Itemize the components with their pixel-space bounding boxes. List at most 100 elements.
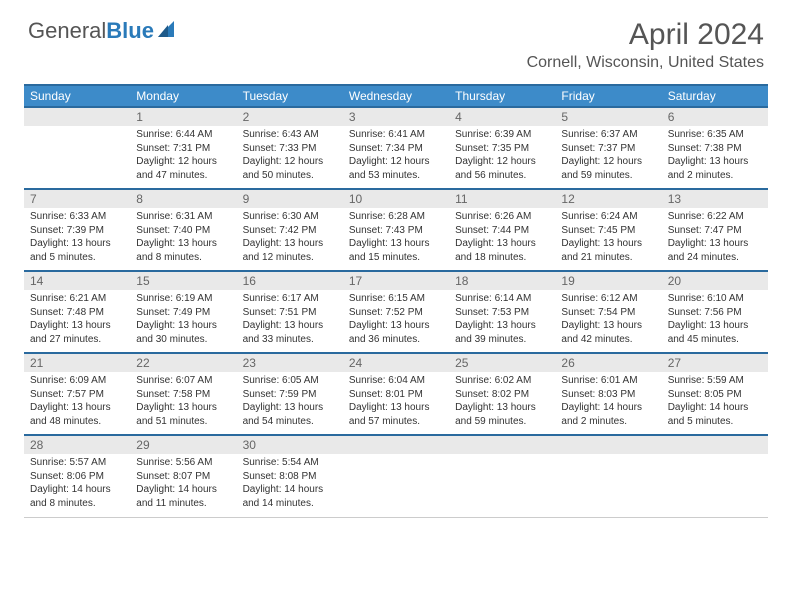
day-details: Sunrise: 6:05 AMSunset: 7:59 PMDaylight:…: [237, 372, 343, 432]
day-details: Sunrise: 6:37 AMSunset: 7:37 PMDaylight:…: [555, 126, 661, 186]
daylight-text: Daylight: 13 hours and 57 minutes.: [349, 401, 443, 428]
day-number: 14: [24, 272, 130, 290]
sunrise-text: Sunrise: 5:56 AM: [136, 456, 230, 470]
location-text: Cornell, Wisconsin, United States: [527, 54, 764, 72]
sunset-text: Sunset: 7:35 PM: [455, 142, 549, 156]
sunrise-text: Sunrise: 6:30 AM: [243, 210, 337, 224]
sunset-text: Sunset: 7:49 PM: [136, 306, 230, 320]
sunrise-text: Sunrise: 6:43 AM: [243, 128, 337, 142]
day-details: Sunrise: 6:35 AMSunset: 7:38 PMDaylight:…: [662, 126, 768, 186]
title-block: April 2024 Cornell, Wisconsin, United St…: [527, 18, 764, 72]
daylight-text: Daylight: 13 hours and 42 minutes.: [561, 319, 655, 346]
sunrise-text: Sunrise: 6:19 AM: [136, 292, 230, 306]
daylight-text: Daylight: 13 hours and 18 minutes.: [455, 237, 549, 264]
calendar-week: 21Sunrise: 6:09 AMSunset: 7:57 PMDayligh…: [24, 353, 768, 435]
calendar-cell: 7Sunrise: 6:33 AMSunset: 7:39 PMDaylight…: [24, 189, 130, 271]
calendar-table: Sunday Monday Tuesday Wednesday Thursday…: [24, 84, 768, 518]
day-number: 5: [555, 108, 661, 126]
calendar-cell: 18Sunrise: 6:14 AMSunset: 7:53 PMDayligh…: [449, 271, 555, 353]
sunrise-text: Sunrise: 6:01 AM: [561, 374, 655, 388]
calendar-cell: 9Sunrise: 6:30 AMSunset: 7:42 PMDaylight…: [237, 189, 343, 271]
calendar-week: 28Sunrise: 5:57 AMSunset: 8:06 PMDayligh…: [24, 435, 768, 517]
calendar-cell: [662, 435, 768, 517]
sunrise-text: Sunrise: 5:57 AM: [30, 456, 124, 470]
calendar-cell: 6Sunrise: 6:35 AMSunset: 7:38 PMDaylight…: [662, 107, 768, 189]
day-number: 3: [343, 108, 449, 126]
daylight-text: Daylight: 14 hours and 11 minutes.: [136, 483, 230, 510]
daylight-text: Daylight: 13 hours and 12 minutes.: [243, 237, 337, 264]
sunrise-text: Sunrise: 6:37 AM: [561, 128, 655, 142]
sunset-text: Sunset: 8:07 PM: [136, 470, 230, 484]
calendar-cell: 4Sunrise: 6:39 AMSunset: 7:35 PMDaylight…: [449, 107, 555, 189]
logo-part2: Blue: [106, 18, 154, 43]
daylight-text: Daylight: 13 hours and 39 minutes.: [455, 319, 549, 346]
day-details: Sunrise: 6:31 AMSunset: 7:40 PMDaylight:…: [130, 208, 236, 268]
sunset-text: Sunset: 7:45 PM: [561, 224, 655, 238]
daylight-text: Daylight: 13 hours and 27 minutes.: [30, 319, 124, 346]
day-number: 6: [662, 108, 768, 126]
day-header: Thursday: [449, 85, 555, 107]
page-title: April 2024: [527, 18, 764, 52]
sunset-text: Sunset: 7:56 PM: [668, 306, 762, 320]
daylight-text: Daylight: 12 hours and 53 minutes.: [349, 155, 443, 182]
calendar-cell: 14Sunrise: 6:21 AMSunset: 7:48 PMDayligh…: [24, 271, 130, 353]
sunrise-text: Sunrise: 6:41 AM: [349, 128, 443, 142]
sunrise-text: Sunrise: 6:17 AM: [243, 292, 337, 306]
day-details: Sunrise: 5:56 AMSunset: 8:07 PMDaylight:…: [130, 454, 236, 514]
calendar-cell: 3Sunrise: 6:41 AMSunset: 7:34 PMDaylight…: [343, 107, 449, 189]
daylight-text: Daylight: 13 hours and 51 minutes.: [136, 401, 230, 428]
sunset-text: Sunset: 7:37 PM: [561, 142, 655, 156]
calendar-cell: 29Sunrise: 5:56 AMSunset: 8:07 PMDayligh…: [130, 435, 236, 517]
daylight-text: Daylight: 13 hours and 36 minutes.: [349, 319, 443, 346]
day-number: [343, 436, 449, 454]
daylight-text: Daylight: 13 hours and 15 minutes.: [349, 237, 443, 264]
sunrise-text: Sunrise: 6:15 AM: [349, 292, 443, 306]
day-number: 2: [237, 108, 343, 126]
day-number: 28: [24, 436, 130, 454]
daylight-text: Daylight: 14 hours and 14 minutes.: [243, 483, 337, 510]
header: GeneralBlue April 2024 Cornell, Wisconsi…: [0, 0, 792, 76]
calendar-cell: 24Sunrise: 6:04 AMSunset: 8:01 PMDayligh…: [343, 353, 449, 435]
day-number: 22: [130, 354, 236, 372]
daylight-text: Daylight: 13 hours and 21 minutes.: [561, 237, 655, 264]
day-number: 17: [343, 272, 449, 290]
sunrise-text: Sunrise: 6:35 AM: [668, 128, 762, 142]
day-number: 27: [662, 354, 768, 372]
calendar-cell: [449, 435, 555, 517]
day-header: Saturday: [662, 85, 768, 107]
day-number: 9: [237, 190, 343, 208]
day-details: Sunrise: 6:09 AMSunset: 7:57 PMDaylight:…: [24, 372, 130, 432]
day-details: Sunrise: 5:59 AMSunset: 8:05 PMDaylight:…: [662, 372, 768, 432]
daylight-text: Daylight: 13 hours and 2 minutes.: [668, 155, 762, 182]
day-details: Sunrise: 6:21 AMSunset: 7:48 PMDaylight:…: [24, 290, 130, 350]
day-details: Sunrise: 6:39 AMSunset: 7:35 PMDaylight:…: [449, 126, 555, 186]
sunrise-text: Sunrise: 6:02 AM: [455, 374, 549, 388]
day-header: Wednesday: [343, 85, 449, 107]
calendar-cell: 19Sunrise: 6:12 AMSunset: 7:54 PMDayligh…: [555, 271, 661, 353]
calendar-cell: 17Sunrise: 6:15 AMSunset: 7:52 PMDayligh…: [343, 271, 449, 353]
calendar-cell: 25Sunrise: 6:02 AMSunset: 8:02 PMDayligh…: [449, 353, 555, 435]
calendar-cell: 26Sunrise: 6:01 AMSunset: 8:03 PMDayligh…: [555, 353, 661, 435]
calendar-cell: 12Sunrise: 6:24 AMSunset: 7:45 PMDayligh…: [555, 189, 661, 271]
sunset-text: Sunset: 8:01 PM: [349, 388, 443, 402]
day-details: Sunrise: 6:17 AMSunset: 7:51 PMDaylight:…: [237, 290, 343, 350]
day-number: 7: [24, 190, 130, 208]
day-header: Sunday: [24, 85, 130, 107]
sunset-text: Sunset: 7:57 PM: [30, 388, 124, 402]
day-details: Sunrise: 6:24 AMSunset: 7:45 PMDaylight:…: [555, 208, 661, 268]
calendar-cell: 20Sunrise: 6:10 AMSunset: 7:56 PMDayligh…: [662, 271, 768, 353]
sunrise-text: Sunrise: 6:31 AM: [136, 210, 230, 224]
sunrise-text: Sunrise: 6:07 AM: [136, 374, 230, 388]
day-header: Friday: [555, 85, 661, 107]
calendar-week: 1Sunrise: 6:44 AMSunset: 7:31 PMDaylight…: [24, 107, 768, 189]
day-details: Sunrise: 6:15 AMSunset: 7:52 PMDaylight:…: [343, 290, 449, 350]
day-details: Sunrise: 5:57 AMSunset: 8:06 PMDaylight:…: [24, 454, 130, 514]
calendar-cell: 8Sunrise: 6:31 AMSunset: 7:40 PMDaylight…: [130, 189, 236, 271]
day-details: Sunrise: 6:12 AMSunset: 7:54 PMDaylight:…: [555, 290, 661, 350]
day-details: Sunrise: 6:30 AMSunset: 7:42 PMDaylight:…: [237, 208, 343, 268]
day-details: Sunrise: 6:01 AMSunset: 8:03 PMDaylight:…: [555, 372, 661, 432]
calendar-week: 14Sunrise: 6:21 AMSunset: 7:48 PMDayligh…: [24, 271, 768, 353]
day-number: 30: [237, 436, 343, 454]
day-number: 15: [130, 272, 236, 290]
calendar-cell: [343, 435, 449, 517]
